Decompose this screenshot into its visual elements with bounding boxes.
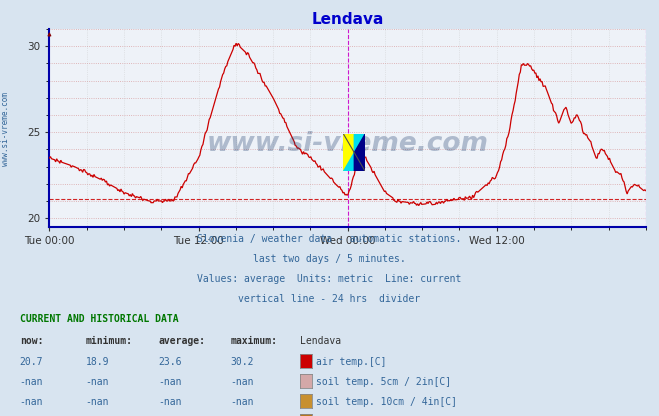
Text: vertical line - 24 hrs  divider: vertical line - 24 hrs divider — [239, 294, 420, 304]
Text: 30.2: 30.2 — [231, 357, 254, 367]
Text: maximum:: maximum: — [231, 336, 277, 346]
Text: now:: now: — [20, 336, 43, 346]
Text: 20.7: 20.7 — [20, 357, 43, 367]
Text: average:: average: — [158, 336, 205, 346]
Text: soil temp. 5cm / 2in[C]: soil temp. 5cm / 2in[C] — [316, 377, 451, 387]
Text: www.si-vreme.com: www.si-vreme.com — [1, 92, 10, 166]
Text: last two days / 5 minutes.: last two days / 5 minutes. — [253, 254, 406, 264]
Title: Lendava: Lendava — [312, 12, 384, 27]
Text: -nan: -nan — [20, 397, 43, 407]
Polygon shape — [343, 134, 355, 153]
Text: air temp.[C]: air temp.[C] — [316, 357, 387, 367]
Text: -nan: -nan — [86, 397, 109, 407]
Text: www.si-vreme.com: www.si-vreme.com — [207, 131, 488, 157]
Text: -nan: -nan — [86, 377, 109, 387]
Text: -nan: -nan — [158, 377, 182, 387]
Text: CURRENT AND HISTORICAL DATA: CURRENT AND HISTORICAL DATA — [20, 314, 179, 324]
Text: soil temp. 10cm / 4in[C]: soil temp. 10cm / 4in[C] — [316, 397, 457, 407]
Text: minimum:: minimum: — [86, 336, 132, 346]
Text: 18.9: 18.9 — [86, 357, 109, 367]
Text: -nan: -nan — [158, 397, 182, 407]
Text: -nan: -nan — [231, 377, 254, 387]
Text: Lendava: Lendava — [300, 336, 341, 346]
Text: -nan: -nan — [20, 377, 43, 387]
Polygon shape — [355, 134, 365, 153]
Text: Values: average  Units: metric  Line: current: Values: average Units: metric Line: curr… — [197, 274, 462, 284]
Polygon shape — [343, 153, 355, 171]
Text: Slovenia / weather data - automatic stations.: Slovenia / weather data - automatic stat… — [197, 234, 462, 244]
Polygon shape — [343, 153, 355, 171]
Polygon shape — [355, 134, 365, 171]
Text: -nan: -nan — [231, 397, 254, 407]
Text: 23.6: 23.6 — [158, 357, 182, 367]
